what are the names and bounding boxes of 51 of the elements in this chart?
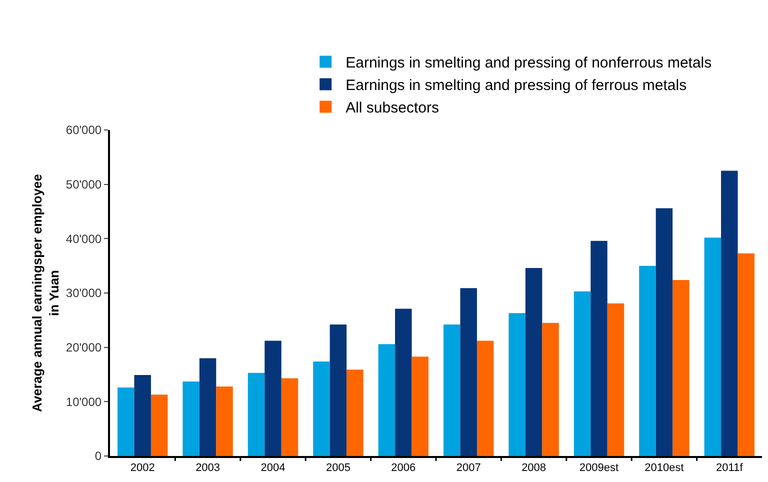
x-tick-label: 2005 [326, 462, 350, 474]
bar [182, 382, 200, 456]
bar [150, 394, 168, 456]
bar [639, 266, 656, 456]
bar [281, 378, 298, 456]
bar [607, 303, 624, 456]
y-tick-label: 10'000 [66, 394, 102, 409]
bar [216, 386, 233, 456]
x-tick-label: 2006 [391, 462, 416, 474]
y-tick-label: 60'000 [66, 123, 102, 138]
y-tick-label: 20'000 [66, 340, 102, 355]
bar [264, 340, 282, 456]
legend-label: Earnings in smelting and pressing of ferrous metals [346, 77, 687, 94]
x-tick-label: 2008 [522, 462, 546, 474]
x-tick-label: 2007 [456, 462, 481, 474]
y-tick-label: 0 [94, 449, 102, 464]
bar [590, 240, 608, 456]
bar [378, 344, 396, 456]
bar [134, 375, 151, 456]
y-tick-label: 30'000 [66, 286, 102, 300]
x-tick-label: 2002 [130, 462, 155, 474]
x-tick-label: 2004 [260, 462, 286, 474]
bar [330, 324, 347, 456]
y-tick-label: 50'000 [66, 178, 102, 192]
bar [395, 308, 412, 456]
legend-label: Earnings in smelting and pressing of nonferrous metals [346, 54, 712, 72]
bar [199, 358, 216, 456]
bar [313, 361, 330, 456]
bar [346, 370, 364, 456]
bar [704, 238, 722, 456]
bar [412, 356, 428, 456]
bar [721, 170, 738, 456]
bar [460, 288, 477, 456]
x-tick-label: 2003 [196, 462, 220, 474]
bar [738, 253, 754, 456]
bar [574, 291, 591, 456]
bar [656, 208, 673, 456]
y-axis-title: Average annual earningsper employee in Yuan [29, 174, 62, 412]
y-tick-label: 40'000 [66, 232, 102, 246]
x-tick-label: 2010est [644, 462, 684, 474]
bar [672, 280, 690, 456]
bar [542, 322, 559, 456]
bar [444, 324, 460, 456]
bar [248, 372, 265, 456]
bar [525, 268, 542, 456]
bar [508, 313, 526, 456]
bar [118, 388, 134, 456]
legend-label: All subsectors [346, 100, 439, 117]
bar [476, 340, 494, 456]
x-tick-label: 2009est [579, 462, 619, 474]
x-tick-label: 2011f [716, 462, 744, 474]
